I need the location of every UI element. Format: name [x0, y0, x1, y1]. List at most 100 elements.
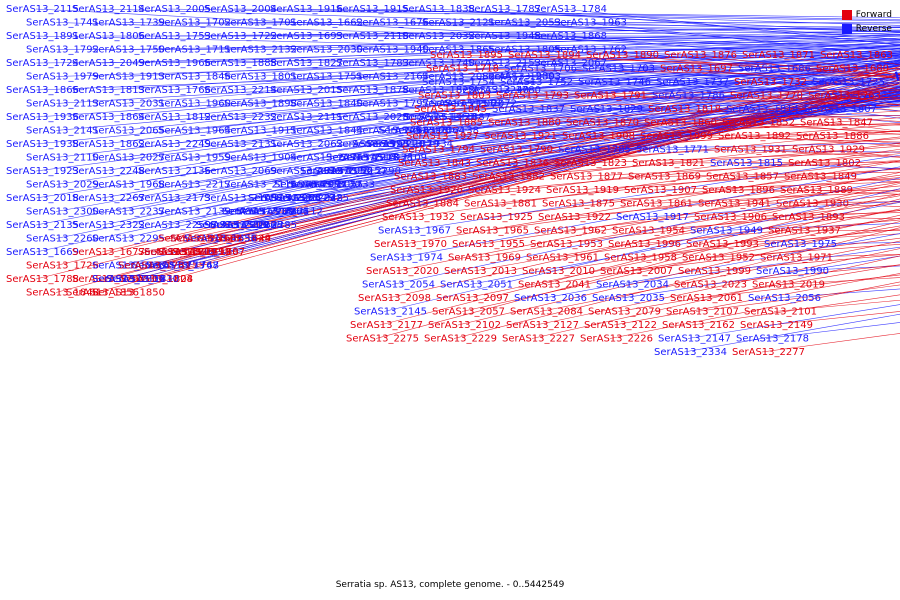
gene-connector [369, 101, 900, 158]
gene-connector [303, 95, 900, 185]
gene-label: SerAS13_2092 [300, 166, 373, 177]
gene-label: SerAS13_1926 [390, 185, 463, 196]
gene-connector [385, 22, 900, 35]
gene-label: SerAS13_2232 [204, 112, 277, 123]
gene-label: SerAS13_1771 [636, 145, 709, 156]
gene-features [894, 71, 900, 81]
gene-label: SerAS13_2114 [72, 4, 145, 15]
gene-label: SerAS13_1792 [26, 45, 99, 56]
gene-label: SerAS13_1642 [170, 234, 243, 245]
gene-label: SerAS13_1952 [682, 253, 755, 264]
gene-label: SerAS13_2266 [236, 207, 309, 218]
gene-connector [493, 160, 900, 204]
gene-label: SerAS13_1780 [468, 85, 541, 96]
gene-connector [451, 22, 900, 44]
gene-connector [603, 95, 900, 107]
gene-label: SerAS13_1856 [66, 288, 139, 299]
gene-label: SerAS13_1794 [402, 145, 475, 156]
gene-connector [451, 74, 900, 77]
gene-connector [407, 154, 900, 231]
gene-connector [533, 68, 900, 84]
gene-label: SerAS13_1898 [224, 99, 297, 110]
gene-connector [253, 92, 900, 212]
gene-connector [595, 122, 900, 126]
gene-label: SerAS13_1941 [698, 199, 771, 210]
gene-label: SerAS13_2138 [406, 126, 479, 137]
gene-label: SerAS13_1962 [534, 226, 607, 237]
gene-label: SerAS13_1876 [664, 50, 737, 61]
gene-label: SerAS13_2027 [92, 153, 165, 164]
gene-label: SerAS13_2113 [26, 99, 99, 110]
gene-label: SerAS13_1890 [586, 50, 659, 61]
gene-connector [253, 22, 900, 24]
gene-connector [607, 81, 900, 98]
gene-label: SerAS13_1726 [26, 261, 99, 272]
gene-label: SerAS13_1711 [158, 45, 231, 56]
gene-labels: SerAS13_2115SerAS13_2114SerAS13_2005SerA… [6, 4, 893, 358]
gene-label: SerAS13_2062 [270, 139, 343, 150]
gene-label: SerAS13_1886 [796, 131, 869, 142]
gene-label: SerAS13_1843 [398, 158, 471, 169]
gene-label: SerAS13_1786 [652, 91, 725, 102]
gene-connector [707, 254, 900, 272]
gene-connector [691, 294, 900, 326]
gene-label: SerAS13_2013 [444, 266, 517, 277]
gene-label: SerAS13_2007 [600, 266, 673, 277]
gene-label: SerAS13_1938 [6, 139, 79, 150]
gene-label: SerAS13_2131 [204, 139, 277, 150]
gene-label: SerAS13_2083 [224, 207, 297, 218]
gene-label: SerAS13_2082 [422, 72, 495, 83]
gene-connector [517, 76, 900, 87]
gene-label: SerAS13_2116 [224, 180, 297, 191]
gene-label: SerAS13_2084 [510, 307, 583, 318]
gene-label: SerAS13_1701 [224, 18, 297, 29]
gene-label: SerAS13_2065 [92, 126, 165, 137]
gene-connector [509, 130, 900, 150]
gene-label: SerAS13_2129 [262, 193, 335, 204]
gene-label: SerAS13_2118 [336, 31, 409, 42]
gene-label: SerAS13_1676 [356, 18, 429, 29]
gene-label: SerAS13_2259 [138, 220, 211, 231]
gene-label: SerAS13_1954 [612, 226, 685, 237]
gene-label: SerAS13_1763 [808, 91, 881, 102]
gene-label: SerAS13_2048 [270, 193, 343, 204]
gene-label: SerAS13_2034 [596, 280, 669, 291]
gene-connector [501, 145, 900, 177]
gene-label: SerAS13_1829 [570, 104, 643, 115]
gene-label: SerAS13_1811 [106, 274, 179, 285]
gene-label: SerAS13_1748 [146, 261, 219, 272]
gene-connector [451, 49, 900, 60]
gene-connector [365, 93, 900, 145]
gene-label: SerAS13_1818 [648, 104, 721, 115]
gene-label: SerAS13_2267 [72, 193, 145, 204]
gene-connector [149, 83, 900, 280]
gene-label: SerAS13_1932 [382, 212, 455, 223]
gene-label: SerAS13_2151 [422, 99, 495, 110]
gene-label: SerAS13_1677 [72, 247, 145, 258]
gene-label: SerAS13_2132 [224, 45, 297, 56]
gene-label: SerAS13_1797 [356, 99, 429, 110]
gene-label: SerAS13_1725 [812, 77, 885, 88]
gene-label: SerAS13_1967 [378, 226, 451, 237]
gene-connector [683, 313, 900, 353]
gene-label: SerAS13_2248 [72, 166, 145, 177]
gene-connector [365, 52, 900, 64]
gene-label: SerAS13_2127 [506, 320, 579, 331]
gene-connector [299, 31, 900, 37]
gene-connector [427, 123, 900, 164]
gene-label: SerAS13_1770 [730, 91, 803, 102]
gene-label: SerAS13_1857 [706, 172, 779, 183]
legend-reverse-label: Reverse [855, 24, 892, 34]
gene-connector [299, 65, 900, 118]
gene-connector [677, 108, 900, 122]
gene-connector [423, 130, 900, 177]
legend-reverse: Reverse [841, 22, 892, 36]
gene-connector [621, 255, 900, 299]
gene-label: SerAS13_1821 [632, 158, 705, 169]
gene-label: SerAS13_1808 [120, 274, 193, 285]
gene-connector [431, 62, 900, 65]
gene-label: SerAS13_1878 [336, 85, 409, 96]
gene-label: SerAS13_2097 [436, 293, 509, 304]
gene-label: SerAS13_2049 [72, 58, 145, 69]
gene-connector [121, 76, 900, 280]
